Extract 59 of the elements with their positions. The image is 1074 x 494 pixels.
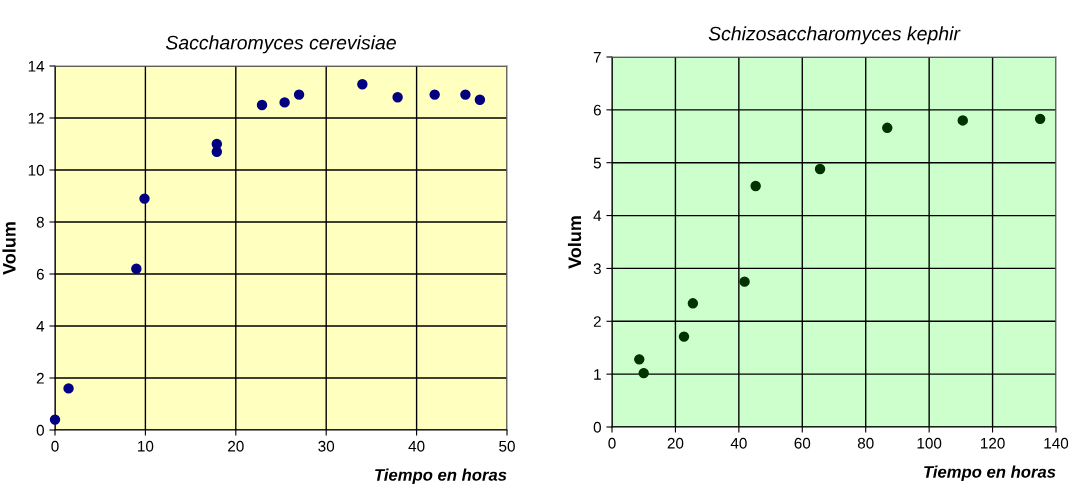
point bbox=[429, 89, 440, 100]
y-axis-title: Volum bbox=[2, 222, 16, 275]
x-tick-label: 140 bbox=[1044, 437, 1069, 449]
y-tick-label: 0 bbox=[36, 424, 44, 436]
point bbox=[638, 367, 649, 379]
x-tick-label: 30 bbox=[318, 440, 335, 452]
point bbox=[814, 163, 826, 175]
x-tick-label: 60 bbox=[794, 437, 811, 449]
point bbox=[357, 78, 368, 90]
y-tick-label: 3 bbox=[593, 263, 601, 275]
point bbox=[256, 99, 268, 111]
point bbox=[139, 193, 150, 204]
x-tick-label: 0 bbox=[608, 437, 616, 449]
chart-title: Saccharomyces cerevisiae bbox=[165, 35, 396, 54]
x-axis-title: Tiempo en horas bbox=[924, 465, 1056, 482]
point bbox=[211, 146, 223, 158]
y-tick-label: 7 bbox=[593, 52, 601, 63]
x-tick-label: 20 bbox=[667, 437, 684, 449]
x-tick-label: 100 bbox=[917, 437, 942, 449]
x-tick-label: 0 bbox=[51, 440, 59, 452]
point bbox=[739, 276, 750, 287]
point bbox=[279, 97, 290, 108]
y-tick-label: 1 bbox=[594, 369, 601, 380]
y-tick-label: 14 bbox=[28, 61, 45, 72]
x-tick-label: 10 bbox=[138, 440, 154, 452]
point bbox=[750, 180, 761, 192]
y-tick-label: 2 bbox=[593, 316, 601, 327]
x-tick-label: 40 bbox=[730, 437, 747, 449]
x-tick-label: 80 bbox=[857, 437, 874, 449]
x-tick-label: 20 bbox=[228, 440, 244, 452]
y-tick-label: 6 bbox=[36, 268, 44, 280]
point bbox=[1034, 113, 1046, 125]
x-tick-label: 50 bbox=[499, 440, 515, 452]
point bbox=[293, 89, 305, 100]
y-tick-label: 4 bbox=[593, 210, 602, 222]
point bbox=[687, 298, 699, 309]
y-tick-label: 2 bbox=[36, 372, 44, 384]
point bbox=[678, 331, 690, 342]
point bbox=[392, 91, 403, 103]
y-tick-label: 8 bbox=[36, 216, 44, 228]
point bbox=[957, 115, 968, 126]
point bbox=[49, 414, 61, 425]
x-axis-title: Tiempo en horas bbox=[375, 468, 507, 485]
point bbox=[634, 354, 645, 365]
y-axis-title: Volum bbox=[567, 216, 582, 269]
y-tick-label: 10 bbox=[28, 164, 44, 176]
y-tick-label: 0 bbox=[593, 421, 601, 433]
point bbox=[882, 122, 893, 134]
x-tick-label: 120 bbox=[980, 437, 1005, 449]
y-tick-label: 5 bbox=[593, 157, 601, 169]
y-tick-label: 6 bbox=[593, 104, 601, 116]
y-tick-label: 12 bbox=[28, 112, 44, 124]
point bbox=[474, 94, 486, 106]
point bbox=[131, 263, 142, 275]
x-tick-label: 40 bbox=[408, 440, 425, 452]
point bbox=[460, 89, 471, 100]
chart-title: Schizosaccharomyces kephir bbox=[708, 26, 961, 45]
y-tick-label: 4 bbox=[36, 321, 45, 332]
point bbox=[63, 383, 74, 394]
